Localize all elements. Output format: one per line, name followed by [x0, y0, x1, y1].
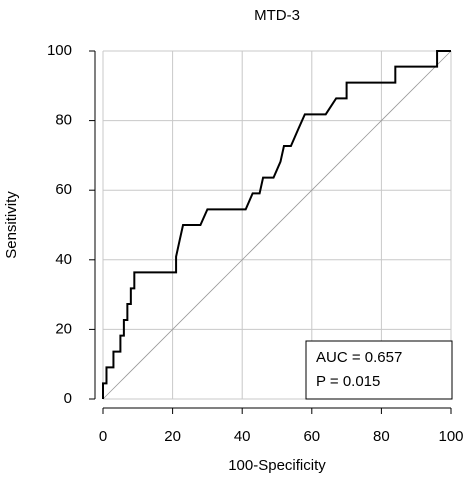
y-axis-label: Sensitivity — [3, 191, 20, 259]
x-tick-label: 80 — [373, 428, 390, 445]
x-tick-label: 60 — [303, 428, 320, 445]
roc-curve — [102, 50, 451, 399]
x-tick-label: 0 — [99, 428, 107, 445]
x-axis-label: 100-Specificity — [228, 457, 326, 474]
y-tick-label: 100 — [47, 42, 72, 59]
x-tick-label: 100 — [438, 428, 463, 445]
x-tick-label: 20 — [164, 428, 181, 445]
annotation: AUC = 0.657 — [316, 349, 402, 366]
y-tick-label: 40 — [55, 251, 72, 268]
x-tick-label: 40 — [234, 428, 251, 445]
chart-title: MTD-3 — [254, 7, 300, 24]
annotation-box — [305, 340, 453, 400]
annotation: P = 0.015 — [316, 373, 380, 390]
y-tick-label: 20 — [55, 320, 72, 337]
reference-line — [102, 50, 452, 400]
y-tick-label: 60 — [55, 181, 72, 198]
y-tick-label: 0 — [64, 390, 72, 407]
y-tick-label: 80 — [55, 112, 72, 129]
